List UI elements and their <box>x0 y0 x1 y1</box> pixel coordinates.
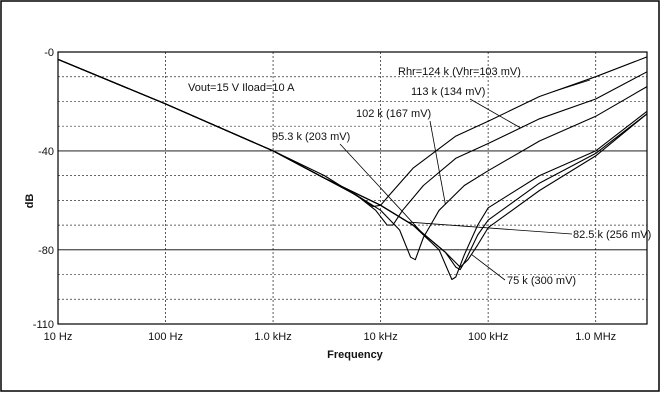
conditions-label: Vout=15 V Iload=10 A <box>188 82 295 94</box>
series-label-6: 75 k (300 mV) <box>507 275 576 287</box>
leader-line-2 <box>469 98 521 129</box>
leader-line-1 <box>552 79 591 93</box>
y-tick-label: -80 <box>38 245 54 257</box>
leader-line-5 <box>408 221 573 235</box>
plot-area-frame <box>57 51 648 325</box>
x-tick-label: 10 kHz <box>363 331 397 343</box>
leader-line-4 <box>339 143 429 241</box>
x-tick-label: 100 kHz <box>468 331 508 343</box>
series-label-4: 95.3 k (203 mV) <box>272 131 350 143</box>
series-line-6 <box>57 58 648 268</box>
leader-line-6 <box>471 254 506 281</box>
x-tick-label: 100 Hz <box>148 331 183 343</box>
major-grid <box>58 150 647 251</box>
leader-lines <box>339 79 591 281</box>
x-tick-label: 1.0 kHz <box>254 331 291 343</box>
leader-line-3 <box>429 120 446 205</box>
y-tick-label: -40 <box>38 146 54 158</box>
x-tick-label: 1.0 MHz <box>575 331 616 343</box>
series-label-2: 113 k (134 mV) <box>411 86 485 98</box>
y-axis-title: dB <box>24 194 36 209</box>
series-label-5: 82.5 k (256 mV) <box>573 229 651 241</box>
series-label-1: Rhr=124 k (Vhr=103 mV) <box>398 66 521 78</box>
y-tick-label: -0 <box>44 47 54 59</box>
y-tick-label: -110 <box>33 319 54 331</box>
x-axis-title: Frequency <box>327 349 384 361</box>
x-tick-label: 10 Hz <box>44 331 73 343</box>
y-tick-labels: -0 -40 -80 -110 <box>33 47 54 331</box>
series-label-3: 102 k (167 mV) <box>356 108 431 120</box>
annotation-labels: Rhr=124 k (Vhr=103 mV) 113 k (134 mV) 102 … <box>272 66 651 287</box>
x-tick-labels: 10 Hz 100 Hz 1.0 kHz 10 kHz 100 kHz 1.0 MHz <box>44 331 617 343</box>
series-layer <box>57 56 648 281</box>
